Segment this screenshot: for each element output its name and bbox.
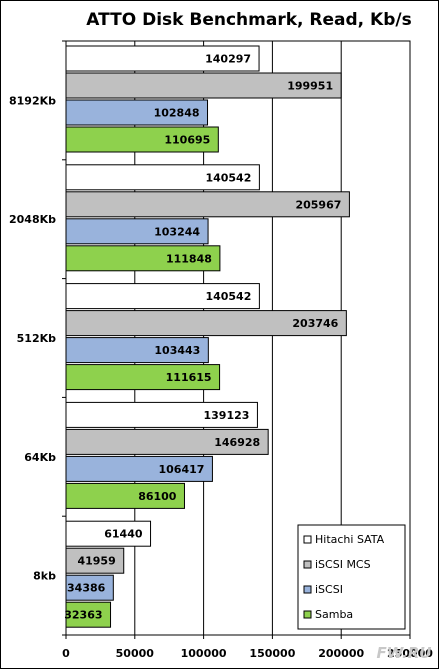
category-label: 512Kb — [17, 332, 56, 345]
bar — [65, 245, 221, 272]
legend-label: iSCSI — [315, 583, 343, 596]
legend-swatch — [303, 535, 312, 544]
bar — [65, 72, 342, 99]
bar-value-label: 32363 — [64, 609, 102, 622]
bar-value-label: 139123 — [203, 409, 249, 422]
axes: 0 50000 100000 150000 200000 250000 8192Kb 2048… — [9, 40, 433, 660]
bar-value-label: 86100 — [138, 490, 177, 503]
legend-label: Samba — [315, 608, 353, 621]
bar — [65, 428, 269, 455]
chart-title: ATTO Disk Benchmark, Read, Kb/s — [86, 10, 411, 30]
bar — [65, 520, 152, 547]
bar — [65, 401, 258, 428]
category-label: 8kb — [33, 570, 56, 583]
watermark: FW.RU — [377, 644, 432, 662]
bar-value-label: 110695 — [164, 134, 210, 147]
bar-value-label: 41959 — [77, 555, 115, 568]
bar — [65, 310, 347, 337]
bar — [65, 601, 112, 628]
bar-value-label: 140542 — [205, 290, 251, 303]
legend-box — [297, 524, 406, 630]
bar-value-label: 140297 — [205, 53, 251, 66]
x-tick-label: 150000 — [249, 647, 295, 660]
bar-value-label: 203746 — [292, 317, 338, 330]
x-tick-label: 100000 — [181, 647, 227, 660]
bar — [65, 164, 260, 191]
bar-value-label: 103443 — [154, 344, 200, 357]
category-label: 64Kb — [24, 451, 56, 464]
bar-value-label: 103244 — [154, 225, 200, 238]
bar-value-label: 111848 — [166, 252, 212, 265]
bar — [65, 455, 213, 482]
bar — [65, 482, 185, 509]
legend: Hitachi SATA iSCSI MCS iSCSI Samba — [297, 524, 406, 630]
x-tick-label: 250000 — [387, 647, 433, 660]
bar-value-label: 102848 — [154, 107, 200, 120]
bar — [65, 218, 209, 245]
category-label: 8192Kb — [9, 94, 56, 107]
bar — [65, 364, 221, 391]
legend-swatch — [303, 585, 312, 594]
bars: 140297 199951 102848 110695 140542 205967 1032… — [64, 45, 350, 628]
legend-swatch — [303, 610, 312, 619]
plot-border — [65, 40, 411, 636]
bar — [65, 283, 260, 310]
x-tick-label: 200000 — [318, 647, 364, 660]
bar-value-label: 61440 — [104, 528, 143, 541]
bar-value-label: 34386 — [67, 582, 106, 595]
bar — [65, 126, 219, 153]
bar — [65, 547, 125, 574]
bar-value-label: 140542 — [205, 171, 251, 184]
bar-value-label: 146928 — [214, 436, 260, 449]
legend-label: Hitachi SATA — [315, 533, 385, 546]
category-label: 2048Kb — [9, 213, 56, 226]
legend-swatch — [303, 560, 312, 569]
legend-label: iSCSI MCS — [315, 558, 371, 571]
bar-value-label: 199951 — [287, 80, 333, 93]
x-tick-label: 50000 — [116, 647, 155, 660]
bar-value-label: 111615 — [166, 371, 212, 384]
bar-value-label: 106417 — [158, 463, 204, 476]
bar-value-label: 205967 — [295, 198, 341, 211]
x-tick-label: 0 — [62, 647, 70, 660]
